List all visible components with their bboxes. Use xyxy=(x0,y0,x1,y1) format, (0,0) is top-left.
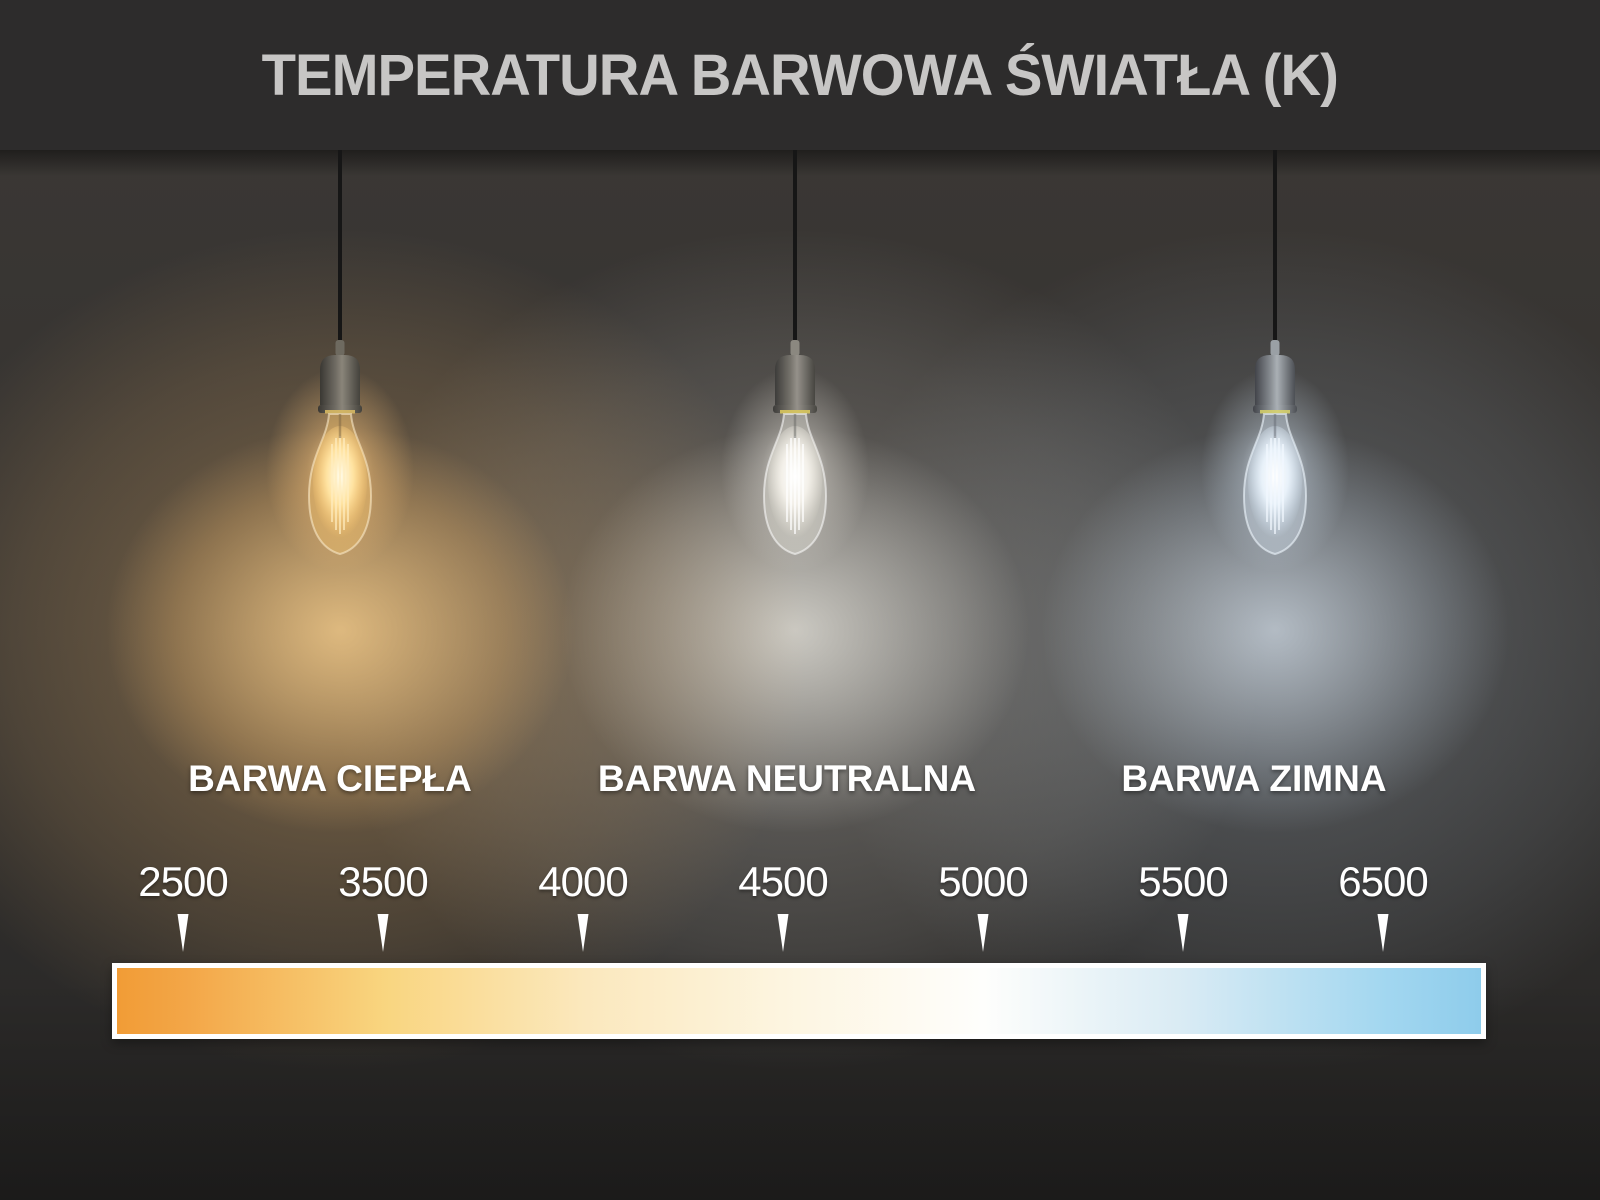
tick-marker-icon xyxy=(777,914,789,952)
tick-marker-icon xyxy=(577,914,589,952)
scale-tick-3500: 3500 xyxy=(338,858,428,905)
scale-tick-4500: 4500 xyxy=(738,858,828,905)
scale-tick-5500: 5500 xyxy=(1138,858,1228,905)
neutral-bulb-icon xyxy=(720,150,870,580)
scale-tick-5000: 5000 xyxy=(938,858,1028,905)
tick-marker-icon xyxy=(1377,914,1389,952)
scale-tick-2500: 2500 xyxy=(138,858,228,905)
tick-marker-icon xyxy=(377,914,389,952)
scale-tick-6500: 6500 xyxy=(1338,858,1428,905)
zone-label-warm: BARWA CIEPŁA xyxy=(188,758,472,799)
header-bar: TEMPERATURA BARWOWA ŚWIATŁA (K) xyxy=(0,0,1600,150)
page-title: TEMPERATURA BARWOWA ŚWIATŁA (K) xyxy=(261,42,1339,108)
cold-bulb-icon xyxy=(1200,150,1350,580)
temperature-gradient-fill xyxy=(117,968,1481,1034)
tick-marker-icon xyxy=(177,914,189,952)
temperature-gradient-bar xyxy=(112,963,1486,1039)
tick-marker-icon xyxy=(977,914,989,952)
scale-tick-4000: 4000 xyxy=(538,858,628,905)
tick-marker-icon xyxy=(1177,914,1189,952)
warm-bulb-icon xyxy=(265,150,415,580)
zone-label-cold: BARWA ZIMNA xyxy=(1121,758,1387,799)
zone-label-neutral: BARWA NEUTRALNA xyxy=(597,758,977,799)
